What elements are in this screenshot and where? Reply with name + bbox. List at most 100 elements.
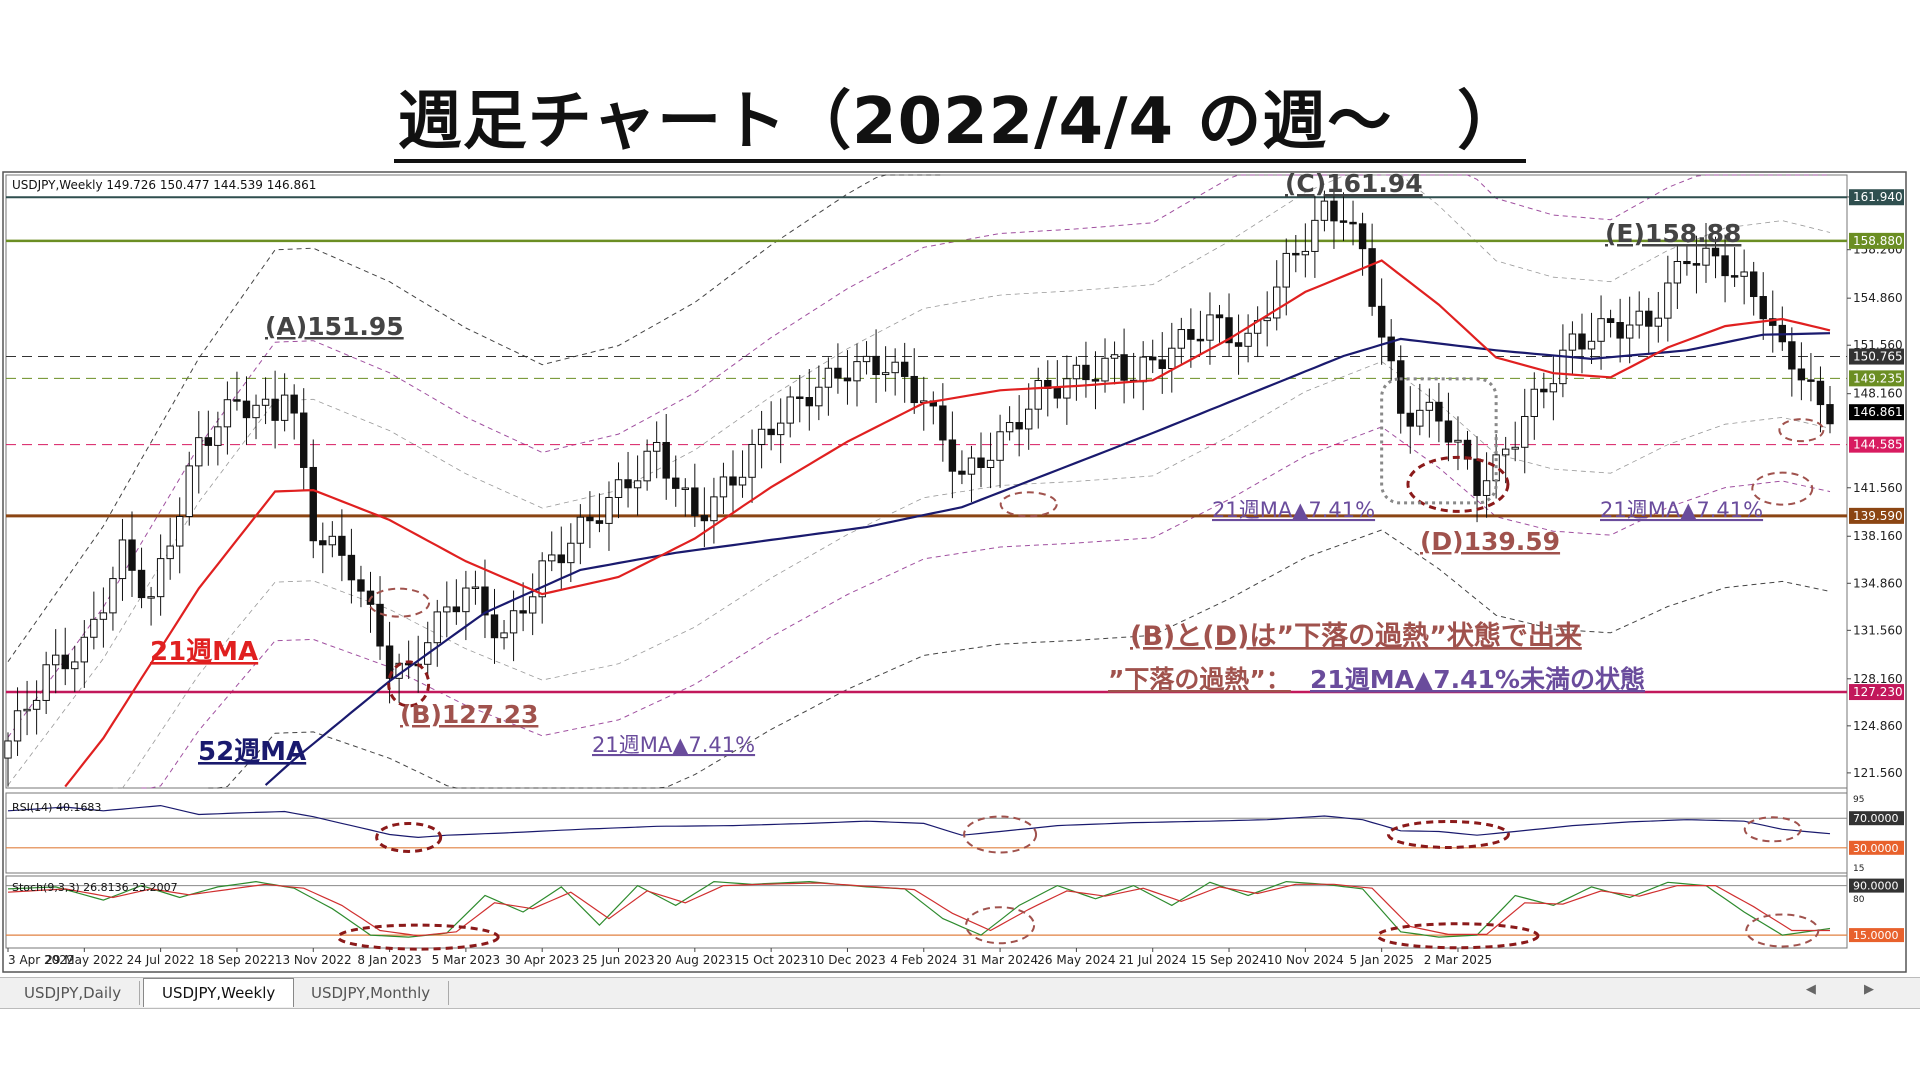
candle-body: [1702, 247, 1710, 266]
candle-body: [252, 404, 260, 419]
x-tick-label: 18 Sep 2022: [199, 953, 275, 967]
candle-body: [824, 367, 833, 388]
candle-body: [853, 361, 861, 382]
note-line-2a: ”下落の過熱”：: [1108, 665, 1291, 694]
candle-body: [977, 457, 985, 468]
y-tick-label: 141.560: [1853, 481, 1903, 495]
candle-body: [700, 515, 709, 522]
x-tick-label: 10 Nov 2024: [1267, 953, 1344, 967]
band-line-2: [7, 174, 943, 662]
tab-monthly[interactable]: USDJPY,Monthly: [293, 981, 450, 1005]
tab-weekly[interactable]: USDJPY,Weekly: [143, 978, 295, 1007]
rsi-level-label: 30.0000: [1853, 842, 1899, 855]
x-tick-label: 31 Mar 2024: [962, 953, 1038, 967]
candle-body: [1578, 333, 1586, 350]
y-marker-label: 150.765: [1853, 350, 1903, 364]
candle-body: [738, 476, 747, 486]
candle-body: [948, 439, 957, 472]
candle-body: [99, 612, 108, 620]
candle-body: [1110, 354, 1119, 359]
candle-body: [4, 740, 12, 759]
x-tick-label: 24 Jul 2022: [127, 953, 195, 967]
candle-body: [834, 367, 842, 379]
candle-body: [776, 422, 785, 436]
candle-body: [80, 636, 89, 663]
candle-body: [586, 516, 594, 522]
candle-body: [986, 459, 995, 468]
x-tick-label: 8 Jan 2023: [357, 953, 421, 967]
band-label-2: 21週MA▲7.41%: [1212, 498, 1375, 522]
candle-body: [891, 361, 899, 374]
overheat-ellipse-3: [1406, 455, 1510, 513]
candle-body: [796, 396, 804, 399]
x-tick-label: 3 Apr 2022: [8, 953, 75, 967]
candle-body: [1225, 317, 1233, 344]
band-line-3: [208, 529, 1831, 789]
candle-body: [214, 426, 222, 446]
candle-body: [118, 539, 127, 580]
x-tick-label: 29 May 2022: [45, 953, 123, 967]
overheat-ellipse-7: [963, 815, 1038, 854]
candle-body: [13, 710, 22, 742]
candle-body: [672, 477, 680, 489]
candle-body: [1063, 378, 1071, 399]
candle-body: [1025, 408, 1033, 430]
candle-body: [1568, 333, 1577, 351]
rsi-range-bottom: 15: [1853, 864, 1864, 874]
candle-body: [1826, 404, 1834, 425]
note-line-1: (B)と(D)は”下落の過熱”状態で出来: [1130, 620, 1582, 652]
y-marker-label: 139.590: [1853, 509, 1903, 523]
candle-body: [1206, 314, 1214, 341]
candle-body: [1330, 200, 1338, 222]
candle-body: [233, 399, 241, 402]
candle-body: [1072, 364, 1081, 380]
stoch-main-line: [7, 880, 1831, 938]
candle-body: [1721, 255, 1729, 277]
candle-body: [1244, 332, 1252, 347]
x-tick-label: 15 Sep 2024: [1191, 953, 1267, 967]
candle-body: [90, 618, 98, 638]
x-tick-label: 13 Nov 2022: [275, 953, 352, 967]
candle-body: [1368, 248, 1376, 307]
label-e: (E)158.88: [1605, 219, 1741, 248]
candle-body: [1177, 329, 1186, 349]
y-tick-label: 154.860: [1853, 291, 1903, 305]
dotted-box-d: [1380, 377, 1498, 505]
candle-body: [1196, 338, 1205, 342]
candle-body: [1444, 420, 1453, 443]
candle-body: [1759, 296, 1767, 320]
candle-body: [1015, 422, 1023, 430]
candle-body: [1711, 247, 1720, 257]
candle-body: [1215, 314, 1224, 319]
band-label-3: 21週MA▲7.41%: [1600, 498, 1763, 522]
overheat-ellipse-1: [368, 587, 431, 618]
overheat-ellipse-13: [1745, 913, 1820, 948]
annotations: [336, 377, 1825, 951]
candle-body: [357, 579, 365, 592]
candle-body: [1473, 458, 1481, 496]
tab-scroll-arrows[interactable]: ◀ ▶: [1805, 982, 1896, 997]
candle-body: [900, 361, 909, 377]
candle-body: [967, 457, 976, 475]
overheat-ellipse-6: [375, 821, 443, 853]
y-marker-bg: [1849, 507, 1904, 524]
candle-body: [805, 397, 813, 407]
tab-daily[interactable]: USDJPY,Daily: [6, 981, 141, 1005]
candle-body: [1454, 439, 1462, 443]
candle-body: [156, 558, 165, 598]
candle-body: [767, 428, 775, 436]
y-marker-bg: [1849, 232, 1904, 249]
candle-body: [643, 450, 651, 482]
symbol-info: USDJPY,Weekly 149.726 150.477 144.539 14…: [12, 178, 316, 192]
candle-body: [538, 560, 546, 598]
y-tick-label: 131.560: [1853, 623, 1903, 637]
y-marker-bg: [1849, 436, 1904, 453]
stoch-level-label: 15.0000: [1853, 929, 1899, 942]
candle-body: [633, 480, 642, 489]
candle-body: [509, 610, 518, 634]
candle-body: [204, 437, 213, 446]
candle-body: [691, 487, 699, 517]
candle-body: [1683, 260, 1691, 265]
